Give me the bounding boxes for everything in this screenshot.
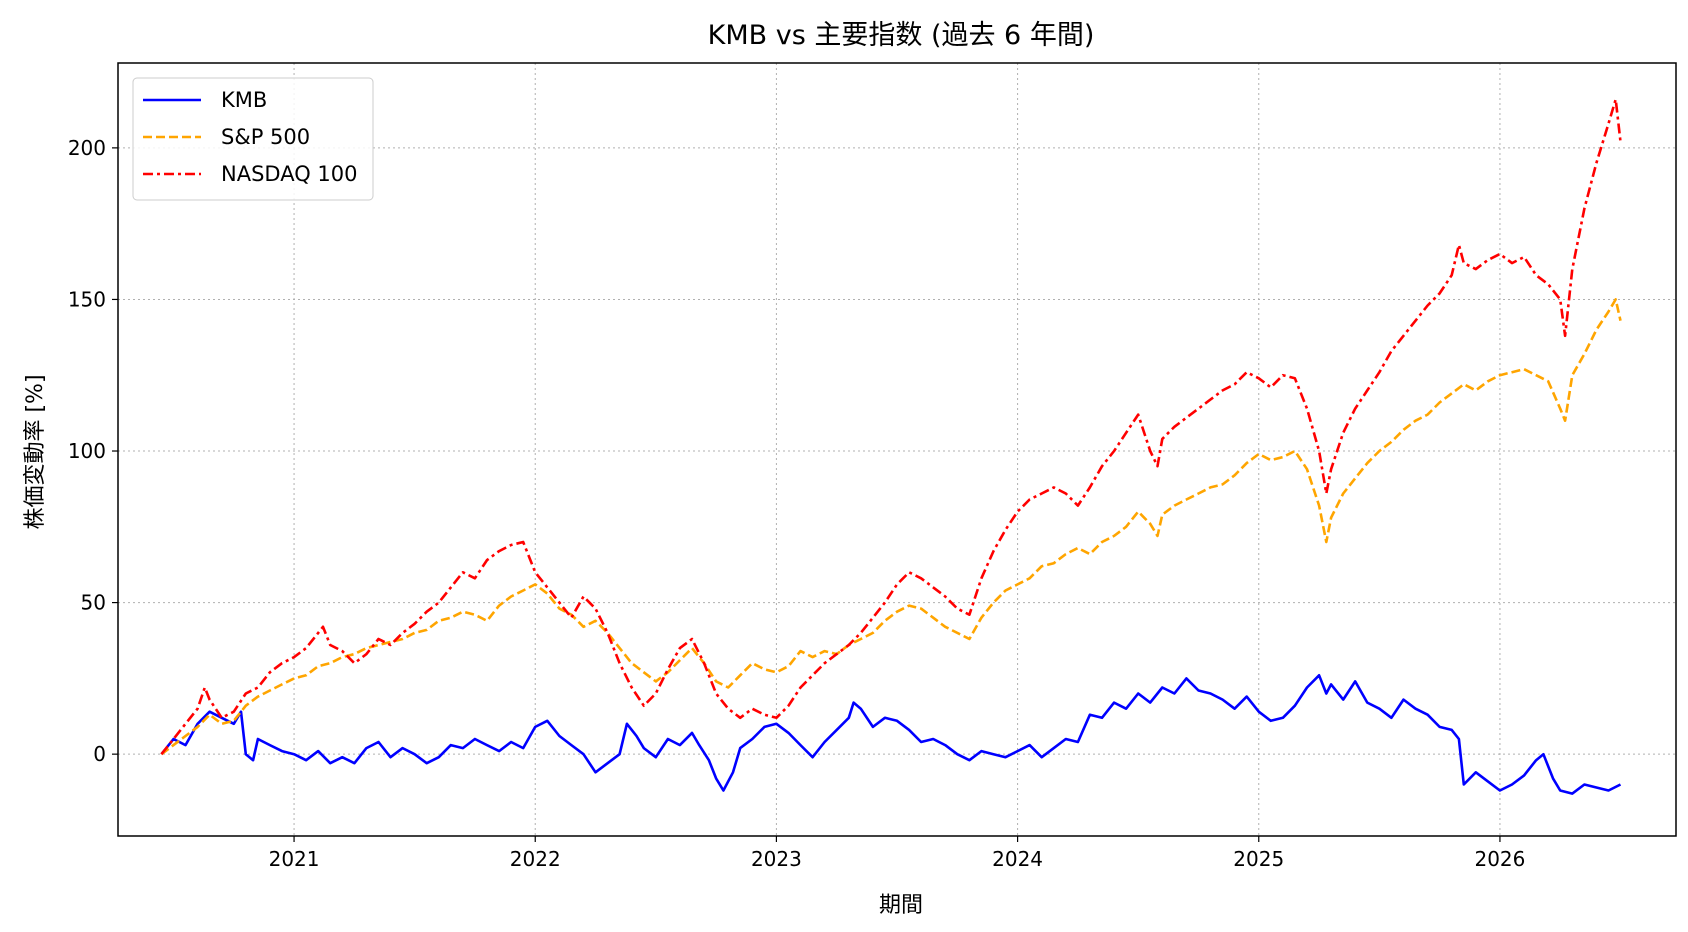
series-line-2 [160,98,1622,756]
legend-label: KMB [221,88,267,112]
x-tick-label: 2024 [992,847,1043,871]
y-tick-label: 200 [68,136,106,160]
series-line-0 [160,674,1622,795]
x-tick-label: 2026 [1474,847,1525,871]
x-axis: 2021 2022 2023 2024 2025 2026 [269,836,1525,871]
y-axis-label: 株価変動率 [%] [23,374,48,529]
x-tick-label: 2025 [1233,847,1284,871]
x-tick-label: 2021 [269,847,320,871]
x-axis-label: 期間 [879,893,923,918]
y-tick-label: 0 [93,742,106,766]
series-line-1 [160,298,1622,756]
y-tick-label: 150 [68,287,106,311]
legend: KMB S&P 500 NASDAQ 100 [132,77,374,201]
plot-frame [117,62,1677,837]
y-tick-label: 100 [68,439,106,463]
legend-label: S&P 500 [221,125,310,149]
y-tick-label: 50 [81,591,106,615]
chart-title: KMB vs 主要指数 (過去 6 年間) [708,20,1095,51]
y-axis: 0 50 100 150 200 [68,136,118,766]
x-tick-label: 2022 [510,847,561,871]
x-tick-label: 2023 [751,847,802,871]
grid [118,63,1676,836]
legend-box [132,77,374,201]
series-layer [160,98,1622,795]
legend-label: NASDAQ 100 [221,162,358,186]
